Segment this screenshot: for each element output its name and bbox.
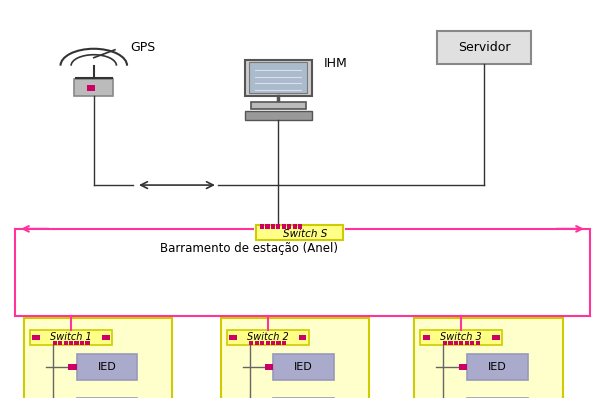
Bar xyxy=(420,330,502,345)
Bar xyxy=(85,341,90,345)
Bar xyxy=(276,224,281,229)
Text: Barramento de estação (Anel): Barramento de estação (Anel) xyxy=(160,242,338,255)
Text: IED: IED xyxy=(98,362,116,372)
Bar xyxy=(249,341,253,345)
Bar xyxy=(265,224,270,229)
Bar xyxy=(255,341,259,345)
Bar xyxy=(69,341,73,345)
Bar xyxy=(87,85,95,91)
Bar xyxy=(260,341,264,345)
Bar xyxy=(53,341,57,345)
Bar xyxy=(273,354,334,380)
Bar xyxy=(74,341,79,345)
Bar xyxy=(77,354,137,380)
Bar xyxy=(64,341,68,345)
Text: Switch 3: Switch 3 xyxy=(440,332,482,342)
Bar xyxy=(260,224,264,229)
Text: Switch 1: Switch 1 xyxy=(50,332,92,342)
Text: Servidor: Servidor xyxy=(458,41,510,54)
Bar xyxy=(476,341,480,345)
Bar xyxy=(459,365,467,370)
Bar xyxy=(282,341,286,345)
Text: IED: IED xyxy=(488,362,506,372)
Bar xyxy=(467,354,528,380)
Bar xyxy=(74,79,113,96)
Bar xyxy=(299,335,306,340)
Bar xyxy=(102,335,110,340)
Bar xyxy=(293,224,296,229)
Text: IED: IED xyxy=(295,362,313,372)
Bar xyxy=(251,102,306,109)
Bar xyxy=(492,335,500,340)
Bar xyxy=(245,60,312,96)
Bar xyxy=(423,335,431,340)
Bar xyxy=(266,341,270,345)
Bar xyxy=(249,62,307,93)
Bar xyxy=(271,341,275,345)
Text: Switch 2: Switch 2 xyxy=(247,332,289,342)
Bar xyxy=(68,365,77,370)
Text: Switch S: Switch S xyxy=(283,228,328,239)
Bar xyxy=(448,341,453,345)
Bar xyxy=(281,224,286,229)
Bar xyxy=(221,318,369,398)
Bar xyxy=(80,341,84,345)
Bar xyxy=(24,318,172,398)
Bar xyxy=(245,111,312,120)
Bar xyxy=(30,330,112,345)
Bar xyxy=(459,341,463,345)
Bar xyxy=(465,341,469,345)
Text: GPS: GPS xyxy=(130,41,155,54)
Bar xyxy=(414,318,563,398)
Bar xyxy=(470,341,474,345)
Bar xyxy=(229,335,237,340)
Bar xyxy=(58,341,62,345)
Bar xyxy=(276,341,281,345)
Bar xyxy=(287,224,292,229)
Bar xyxy=(227,330,309,345)
Bar xyxy=(255,225,343,240)
Bar xyxy=(443,341,447,345)
Bar xyxy=(271,224,275,229)
Bar xyxy=(33,335,40,340)
Bar xyxy=(298,224,302,229)
Text: IHM: IHM xyxy=(324,57,347,70)
Bar xyxy=(265,365,273,370)
Bar xyxy=(437,31,531,64)
Bar xyxy=(454,341,458,345)
